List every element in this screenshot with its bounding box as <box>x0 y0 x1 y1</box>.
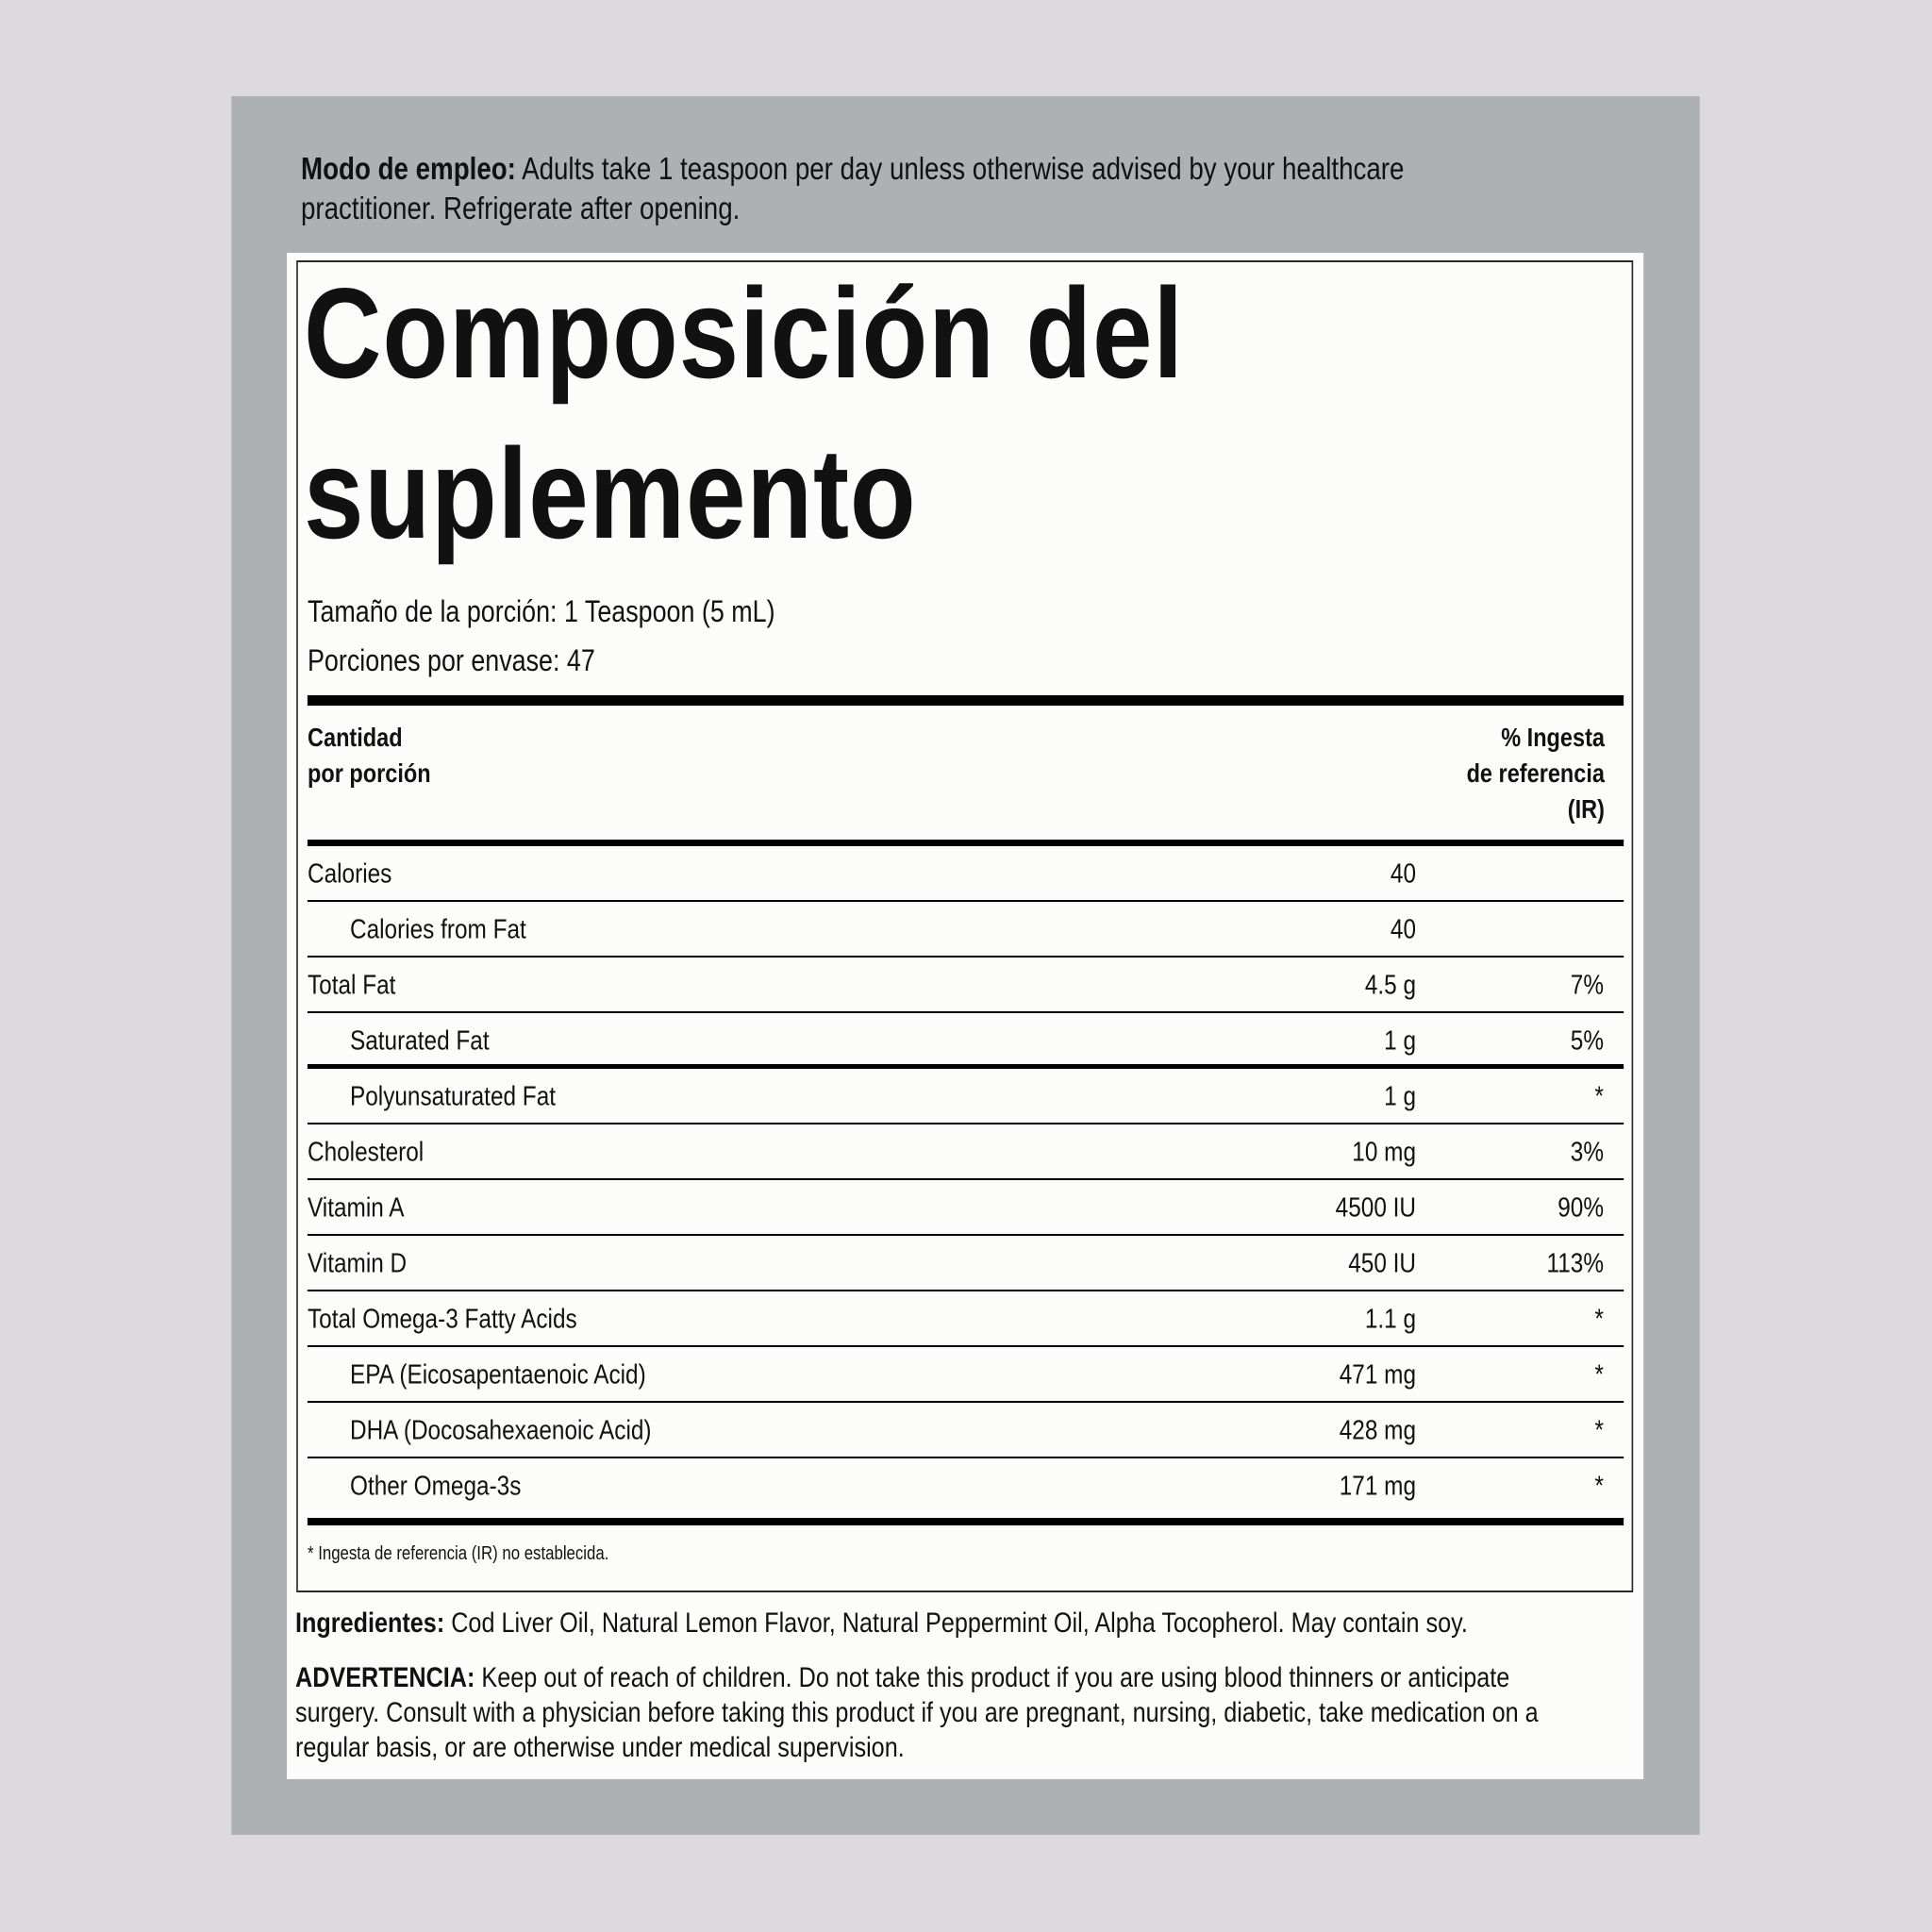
nutrient-ir-percent: * <box>1594 1471 1604 1501</box>
serving-size: Tamaño de la porción: 1 Teaspoon (5 mL) <box>307 594 775 628</box>
nutrient-amount: 1.1 g <box>1364 1304 1417 1334</box>
ir-header-line-3: (IR) <box>1567 794 1605 824</box>
nutrient-row: EPA (Eicosapentaenoic Acid) 471 mg * <box>307 1347 1624 1403</box>
servings-per-container: Porciones por envase: 47 <box>307 643 595 677</box>
nutrient-amount: 4.5 g <box>1364 970 1417 1000</box>
row-divider <box>307 900 1624 902</box>
nutrient-amount: 40 <box>1390 858 1417 889</box>
nutrient-amount: 1 g <box>1384 1081 1417 1111</box>
footnote: * Ingesta de referencia (IR) no establec… <box>307 1543 609 1564</box>
nutrient-amount: 471 mg <box>1339 1359 1417 1390</box>
directions-text: Adults take 1 teaspoon per day unless ot… <box>522 151 1405 186</box>
row-divider <box>307 1290 1624 1291</box>
warning-label: ADVERTENCIA: <box>294 1662 475 1693</box>
warning-line-2: surgery. Consult with a physician before… <box>294 1697 1539 1728</box>
nutrient-ir-percent: * <box>1594 1359 1604 1390</box>
nutrient-ir-percent: 7% <box>1570 970 1604 1000</box>
nutrient-name: Total Fat <box>307 970 396 1000</box>
nutrient-amount: 171 mg <box>1339 1471 1417 1501</box>
nutrient-ir-percent: * <box>1594 1415 1604 1445</box>
nutrient-name: Calories <box>307 858 392 889</box>
nutrient-row: Vitamin D 450 IU 113% <box>307 1236 1624 1291</box>
nutrient-row: DHA (Docosahexaenoic Acid) 428 mg * <box>307 1403 1624 1458</box>
nutrient-name: EPA (Eicosapentaenoic Acid) <box>349 1359 646 1390</box>
facts-border <box>295 260 1634 1592</box>
title-line-2: suplemento <box>303 422 917 565</box>
nutrient-ir-percent: * <box>1594 1081 1604 1111</box>
nutrient-name: DHA (Docosahexaenoic Acid) <box>349 1415 652 1445</box>
title-line-1: Composición del <box>303 261 1184 405</box>
nutrient-name: Cholesterol <box>307 1137 425 1167</box>
nutrient-ir-percent: 3% <box>1570 1137 1604 1167</box>
ingredients: Ingredientes: Cod Liver Oil, Natural Lem… <box>295 1606 1468 1641</box>
row-divider <box>307 1234 1624 1236</box>
row-divider <box>307 1123 1624 1124</box>
warning-text: Keep out of reach of children. Do not ta… <box>481 1662 1510 1693</box>
thick-divider <box>307 1518 1624 1525</box>
warning-line-1: ADVERTENCIA: Keep out of reach of childr… <box>295 1660 1539 1695</box>
thick-divider <box>307 695 1624 706</box>
nutrient-row: Cholesterol 10 mg 3% <box>307 1124 1624 1180</box>
nutrient-name: Polyunsaturated Fat <box>349 1081 557 1111</box>
directions-label: Modo de empleo: <box>300 151 516 186</box>
nutrient-amount: 4500 IU <box>1335 1192 1417 1223</box>
ir-header-line-2: de referencia <box>1466 758 1605 788</box>
thick-divider <box>307 840 1624 846</box>
nutrient-name: Saturated Fat <box>349 1025 490 1056</box>
nutrient-amount: 428 mg <box>1339 1415 1417 1445</box>
ir-header-line-1: % Ingesta <box>1501 723 1605 752</box>
nutrient-row: Calories from Fat 40 <box>307 902 1624 958</box>
nutrient-ir-percent: * <box>1594 1304 1604 1334</box>
nutrient-amount: 10 mg <box>1352 1137 1417 1167</box>
nutrient-row: Total Omega-3 Fatty Acids 1.1 g * <box>307 1291 1624 1347</box>
nutrient-row: Other Omega-3s 171 mg * <box>308 1458 1624 1514</box>
ingredients-text: Cod Liver Oil, Natural Lemon Flavor, Nat… <box>451 1607 1468 1639</box>
nutrient-ir-percent: 5% <box>1570 1025 1604 1056</box>
ir-header: % Ingesta de referencia (IR) <box>1467 720 1605 827</box>
nutrient-amount: 40 <box>1390 914 1417 944</box>
nutrient-amount: 1 g <box>1384 1025 1417 1056</box>
nutrient-name: Vitamin A <box>307 1192 405 1223</box>
nutrient-name: Total Omega-3 Fatty Acids <box>307 1304 577 1334</box>
row-divider <box>307 956 1624 958</box>
amount-header-line-1: Cantidad <box>307 723 403 752</box>
warning: ADVERTENCIA: Keep out of reach of childr… <box>295 1660 1539 1765</box>
nutrient-row: Calories 40 <box>307 846 1624 902</box>
directions-line-1: Modo de empleo: Adults take 1 teaspoon p… <box>301 149 1404 189</box>
row-divider <box>307 1401 1624 1403</box>
nutrient-ir-percent: 90% <box>1557 1192 1604 1223</box>
row-divider <box>307 1345 1624 1347</box>
warning-line-3: regular basis, or are otherwise under me… <box>294 1732 905 1763</box>
nutrient-name: Calories from Fat <box>349 914 526 944</box>
directions-line-2: practitioner. Refrigerate after opening. <box>300 191 741 225</box>
row-divider <box>307 1178 1624 1180</box>
nutrient-row: Vitamin A 4500 IU 90% <box>307 1180 1624 1236</box>
nutrient-amount: 450 IU <box>1348 1248 1417 1278</box>
nutrient-name: Vitamin D <box>307 1248 408 1278</box>
nutrient-row: Saturated Fat 1 g 5% <box>307 1013 1624 1069</box>
nutrient-ir-percent: 113% <box>1546 1248 1604 1278</box>
amount-header: Cantidad por porción <box>308 720 431 791</box>
nutrient-row: Polyunsaturated Fat 1 g * <box>307 1069 1624 1124</box>
amount-header-line-2: por porción <box>307 758 431 788</box>
row-divider <box>307 1011 1624 1013</box>
ingredients-label: Ingredientes: <box>294 1607 445 1639</box>
facts-title: Composición del suplemento <box>304 253 1184 574</box>
row-divider <box>307 1457 1624 1458</box>
nutrient-name: Other Omega-3s <box>349 1471 522 1501</box>
row-divider <box>307 1064 1624 1069</box>
nutrient-row: Total Fat 4.5 g 7% <box>307 958 1624 1013</box>
